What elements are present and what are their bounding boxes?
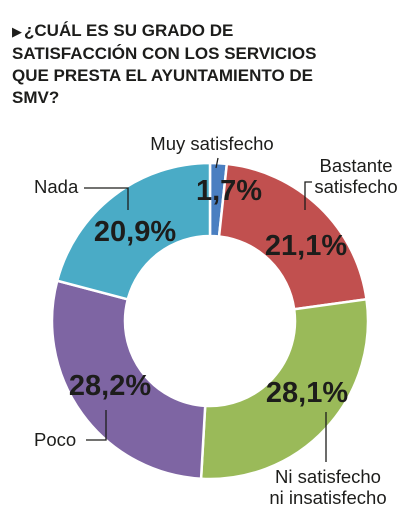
donut-slice	[217, 162, 368, 311]
slice-value-label: 21,1%	[265, 230, 347, 262]
slice-value-label: 20,9%	[94, 216, 176, 248]
leader-line	[215, 157, 219, 169]
slice-value-label: 28,1%	[266, 377, 348, 409]
slice-category-label: Muy satisfecho	[150, 133, 273, 154]
donut-slice	[55, 161, 212, 301]
slice-value-label: 28,2%	[69, 370, 151, 402]
slice-category-label: Poco	[34, 429, 76, 450]
leader-line	[84, 187, 129, 210]
donut-slice	[50, 279, 207, 481]
slice-category-label: Bastante satisfecho	[314, 155, 397, 197]
leader-line	[304, 181, 312, 210]
leader-line	[86, 410, 107, 441]
chart-title: ▶ ¿Cuál es su grado de satisfacción con l…	[12, 20, 352, 109]
slice-value-label: 1,7%	[196, 175, 262, 207]
donut-slice	[199, 297, 370, 481]
title-marker-icon: ▶	[12, 24, 22, 39]
slice-category-label: Ni satisfecho ni insatisfecho	[269, 466, 386, 508]
title-text: ¿Cuál es su grado de satisfacción con lo…	[12, 21, 317, 107]
slice-category-label: Nada	[34, 176, 79, 197]
